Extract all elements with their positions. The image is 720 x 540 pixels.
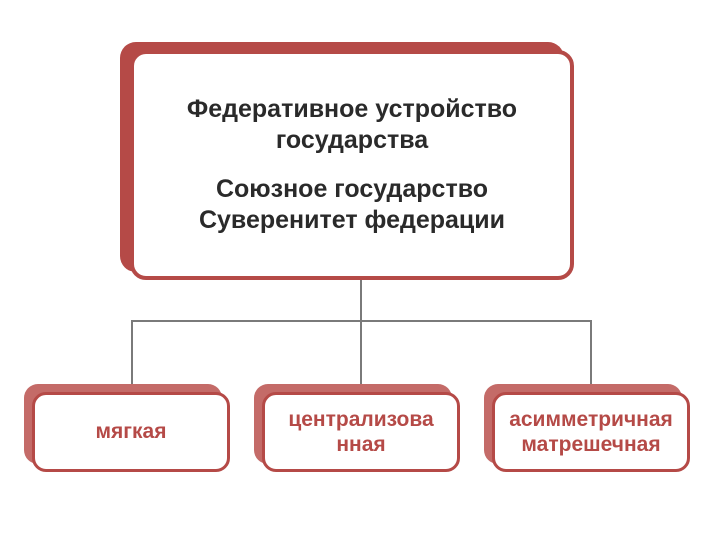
child-node-2: асимметричная матрешечная — [492, 392, 690, 472]
child-label-2: асимметричная матрешечная — [501, 407, 681, 457]
connector-trunk — [360, 280, 362, 320]
root-title: Федеративное устройство государства — [144, 94, 560, 157]
root-subtitle: Союзное государство Суверенитет федераци… — [144, 174, 560, 237]
connector-drop-2 — [590, 320, 592, 384]
child-label-0: мягкая — [96, 419, 167, 444]
child-label-1: централизова нная — [271, 407, 451, 457]
connector-drop-0 — [131, 320, 133, 384]
child-node-1: централизова нная — [262, 392, 460, 472]
child-node-0: мягкая — [32, 392, 230, 472]
connector-drop-1 — [360, 320, 362, 384]
root-node: Федеративное устройство государства Союз… — [130, 50, 574, 280]
